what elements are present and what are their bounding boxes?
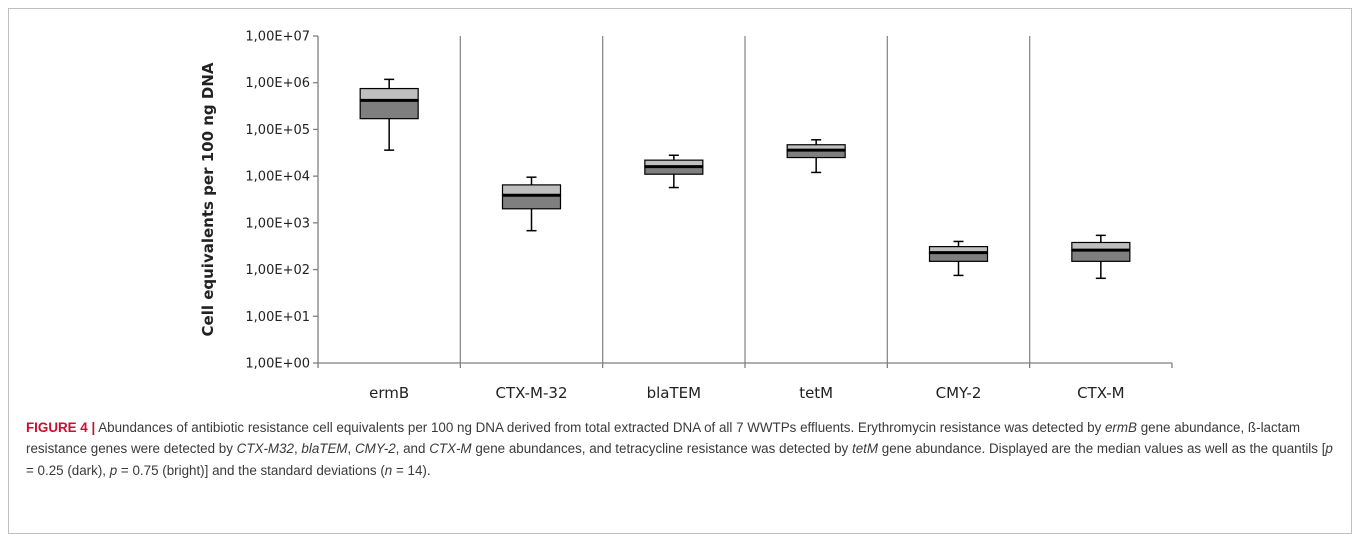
x-category-label: CMY-2 [936, 384, 982, 402]
figure-caption: FIGURE 4 | Abundances of antibiotic resi… [26, 417, 1334, 481]
x-category-label: tetM [799, 384, 833, 402]
separator-layer [459, 36, 1031, 363]
x-category-label: CTX-M [1077, 384, 1125, 402]
y-tick-label: 1,00E+00 [245, 357, 310, 372]
caption-text: gene abundance, ß-lactam resistance gene… [26, 420, 1301, 457]
x-category-label: CTX-M-32 [495, 384, 567, 402]
figure-frame [8, 8, 1352, 534]
caption-text: , [347, 441, 355, 457]
caption-text: = 0.75 (bright)] and the standard deviat… [117, 462, 385, 478]
caption-text: gene abundances, and tetracycline resist… [471, 441, 852, 457]
x-category-label: blaTEM [647, 384, 701, 402]
x-category-label: ermB [369, 384, 409, 402]
box-lower-quartile [501, 194, 562, 210]
box-plot-chart: 1,00E+00 1,00E+01 1,00E+02 1,00E+03 1,00E+04… [199, 30, 1173, 403]
caption-gene: blaTEM [301, 441, 348, 457]
figure-label: FIGURE 4 | [26, 420, 96, 435]
caption-text: , and [395, 441, 430, 457]
y-tick-label: 1,00E+01 [245, 310, 310, 325]
y-tick-label: 1,00E+05 [245, 123, 310, 138]
box-layer [359, 78, 1131, 280]
caption-variable: p [109, 462, 118, 478]
y-tick-label: 1,00E+07 [245, 30, 310, 45]
caption-gene: tetM [851, 441, 879, 457]
box-lower-quartile [1071, 249, 1131, 262]
y-axis-title: Cell equivalents per 100 ng DNA [199, 62, 217, 336]
y-tick-label: 1,00E+04 [245, 170, 310, 185]
caption-gene: CTX-M32 [236, 441, 294, 457]
box-upper-quartile [359, 87, 419, 101]
caption-text: Abundances of antibiotic resistance cell… [95, 420, 1105, 435]
caption-variable: n [384, 462, 393, 478]
caption-variable: p [1325, 441, 1333, 457]
box-lower-quartile [359, 99, 419, 120]
caption-text: , [293, 441, 302, 457]
caption-gene: ermB [1104, 420, 1137, 435]
box-upper-quartile [501, 184, 562, 196]
caption-gene: CTX-M [429, 441, 472, 457]
axis-layer [313, 35, 1173, 368]
caption-text: = 14). [392, 462, 431, 478]
caption-text: gene abundance. Displayed are the median… [878, 441, 1326, 457]
y-tick-label: 1,00E+06 [245, 76, 310, 91]
caption-gene: CMY-2 [355, 441, 396, 457]
caption-text: = 0.25 (dark), [26, 462, 110, 478]
y-tick-label: 1,00E+02 [245, 263, 310, 278]
label-layer: 1,00E+00 1,00E+01 1,00E+02 1,00E+03 1,00E+04… [199, 30, 1125, 403]
y-tick-label: 1,00E+03 [245, 216, 310, 231]
